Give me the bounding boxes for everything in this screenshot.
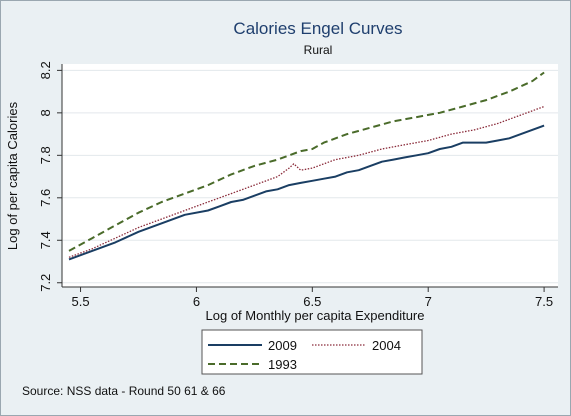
x-tick-label: 6	[193, 294, 200, 309]
y-tick-label: 7.2	[38, 274, 53, 292]
y-tick-label: 7.8	[38, 146, 53, 164]
series-line-2004	[68, 105, 545, 258]
x-tick-label: 7.5	[535, 294, 553, 309]
y-tick-label: 7.6	[38, 189, 53, 207]
series-line-1993	[68, 71, 545, 252]
legend-box	[201, 329, 423, 375]
legend-label-2009: 2009	[268, 338, 297, 353]
y-tick-label: 8.2	[38, 61, 53, 79]
x-tick-label: 5.5	[72, 294, 90, 309]
chart-subtitle: Rural	[304, 43, 333, 57]
chart-title: Calories Engel Curves	[233, 19, 402, 38]
series-lines	[68, 71, 545, 261]
y-tick-label: 7.4	[38, 231, 53, 249]
tick-labels: 5.5 6 6.5 7 7.5 7.2 7.4 7.6 7.8 8 8.2	[38, 61, 553, 309]
legend-label-2004: 2004	[372, 338, 401, 353]
axes	[57, 64, 558, 292]
y-axis-label: Log of per capita Calories	[5, 101, 20, 250]
x-tick-label: 7	[425, 294, 432, 309]
grid-lines	[62, 69, 558, 284]
plot-area	[62, 64, 558, 287]
source-note: Source: NSS data - Round 50 61 & 66	[22, 384, 226, 398]
x-axis-label: Log of Monthly per capita Expenditure	[206, 308, 425, 323]
legend-label-1993: 1993	[268, 357, 297, 372]
x-tick-label: 6.5	[303, 294, 321, 309]
legend: 2009 2004 1993	[201, 329, 423, 375]
series-line-2009	[68, 124, 545, 261]
y-tick-label: 8	[38, 109, 53, 116]
